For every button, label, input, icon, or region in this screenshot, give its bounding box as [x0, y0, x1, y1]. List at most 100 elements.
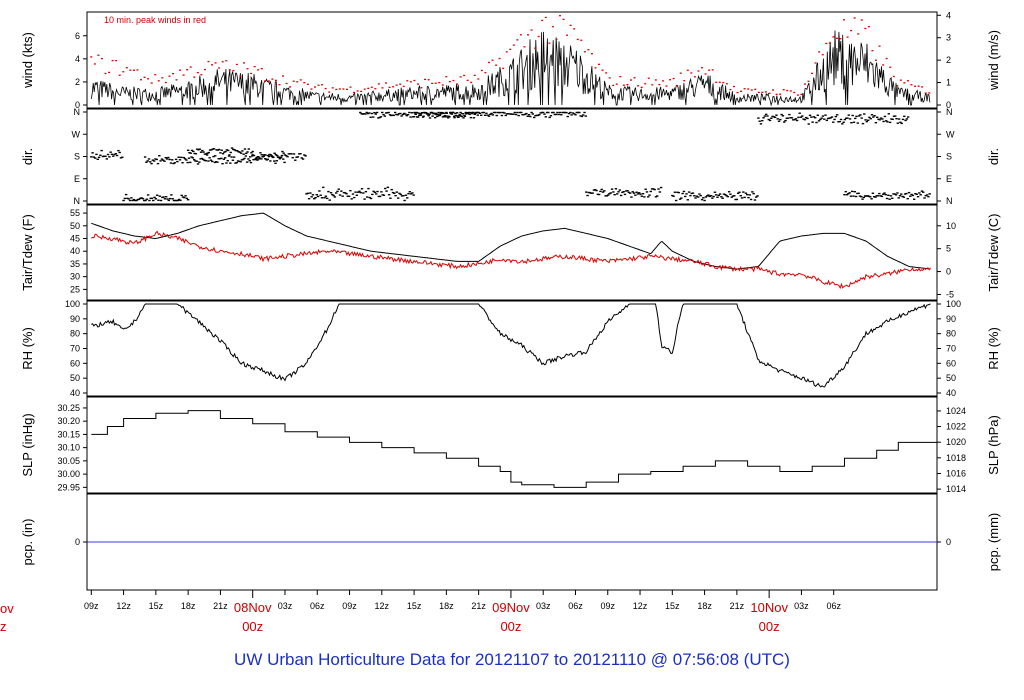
time-tick-label: 09z [342, 601, 357, 611]
temperature-ylabel-right: Tair/Tdew (C) [986, 213, 1001, 291]
temperature-panel: Tair/Tdew (F) Tair/Tdew (C)25303540455055… [20, 204, 1001, 301]
temperature-tick-left-label: 45 [70, 234, 80, 244]
wind-ylabel-left: wind (kts) [20, 32, 35, 89]
time-tick-label: 18z [181, 601, 196, 611]
slp-line [91, 410, 937, 488]
temperature-tick-left-label: 50 [70, 221, 80, 231]
wind-tick-left-label: 6 [75, 31, 80, 41]
direction-tick-right-label: N [946, 107, 953, 117]
humidity-tick-left-label: 80 [70, 329, 80, 339]
wind-tick-left-label: 0 [75, 100, 80, 110]
direction-tick-left-label: N [74, 107, 81, 117]
temperature-tick-right-label: 5 [946, 244, 951, 254]
humidity-tick-left-label: 100 [65, 299, 80, 309]
time-tick-label: 15z [665, 601, 680, 611]
temperature-tick-left-label: 35 [70, 259, 80, 269]
direction-ylabel-right: dir. [986, 148, 1001, 165]
tair-line [91, 212, 931, 270]
humidity-tick-right-label: 80 [946, 329, 956, 339]
wind-tick-right-label: 4 [946, 10, 951, 20]
wind-annotation: 10 min. peak winds in red [104, 15, 206, 25]
wind-ylabel-right: wind (m/s) [986, 30, 1001, 91]
wind-panel: wind (kts) wind (m/s) 0 2 4 6 0 1 2 3 4 10 min. pea… [20, 10, 1001, 110]
pressure-ylabel-right: SLP (hPa) [986, 415, 1001, 475]
temperature-tick-right-label: 0 [946, 267, 951, 277]
humidity-tick-left-label: 50 [70, 373, 80, 383]
time-tick-label: 09z [84, 601, 99, 611]
time-tick-label: 21z [213, 601, 228, 611]
pcp-tick-left-label: 0 [75, 537, 80, 547]
wind-tick-left-label: 4 [75, 54, 80, 64]
time-tick-label: 03z [536, 601, 551, 611]
humidity-tick-right-label: 60 [946, 358, 956, 368]
pressure-ylabel-left: SLP (inHg) [20, 413, 35, 476]
temperature-tick-left-label: 55 [70, 208, 80, 218]
wind-tick-left-label: 2 [75, 77, 80, 87]
humidity-ylabel-left: RH (%) [20, 327, 35, 370]
pressure-tick-right-label: 1018 [946, 453, 966, 463]
pressure-tick-left-label: 30.25 [57, 403, 80, 413]
day-date-label: 08Nov [234, 600, 272, 615]
figure-title: UW Urban Horticulture Data for 20121107 … [234, 650, 790, 669]
time-tick-label: 06z [310, 601, 325, 611]
pressure-tick-right-label: 1022 [946, 422, 966, 432]
direction-tick-right-label: W [946, 129, 955, 139]
day-time-label: 00z [759, 619, 780, 634]
day-time-label: 00z [242, 619, 263, 634]
time-tick-label: 18z [439, 601, 454, 611]
pressure-tick-left-label: 30.10 [57, 443, 80, 453]
tdew-line [91, 230, 931, 290]
temperature-tick-left-label: 30 [70, 272, 80, 282]
temperature-tick-left-label: 40 [70, 246, 80, 256]
direction-tick-left-label: E [74, 174, 80, 184]
edge-time-label: z [0, 619, 7, 634]
humidity-panel: RH (%) RH (%) 40 40 50 50 60 60 70 70 80 80 90 90 100 1… [20, 299, 1001, 398]
humidity-tick-left-label: 40 [70, 388, 80, 398]
time-tick-label: 06z [826, 601, 841, 611]
time-tick-label: 21z [471, 601, 486, 611]
time-tick-label: 15z [407, 601, 422, 611]
humidity-tick-left-label: 60 [70, 358, 80, 368]
time-axis: 09z 12z 15z 18z 21z 03z 06z 09z 12z 15z 18z 21z 03z 0… [84, 590, 841, 634]
humidity-ylabel-right: RH (%) [986, 327, 1001, 370]
time-tick-label: 18z [697, 601, 712, 611]
temperature-ylabel-left: Tair/Tdew (F) [20, 214, 35, 291]
pressure-tick-left-label: 30.00 [57, 469, 80, 479]
direction-tick-right-label: E [946, 174, 952, 184]
time-tick-label: 03z [794, 601, 809, 611]
wind-mean-line [90, 30, 931, 107]
pressure-tick-right-label: 1020 [946, 437, 966, 447]
humidity-tick-right-label: 40 [946, 388, 956, 398]
humidity-tick-right-label: 90 [946, 314, 956, 324]
pressure-tick-left-label: 29.95 [57, 482, 80, 492]
rh-line [91, 303, 931, 388]
time-tick-label: 15z [149, 601, 164, 611]
humidity-tick-right-label: 50 [946, 373, 956, 383]
direction-ylabel-left: dir. [20, 148, 35, 165]
wind-tick-right-label: 1 [946, 78, 951, 88]
direction-tick-right-label: N [946, 196, 953, 206]
humidity-tick-left-label: 70 [70, 344, 80, 354]
humidity-tick-right-label: 70 [946, 344, 956, 354]
temperature-frame [86, 204, 938, 301]
time-tick-label: 12z [375, 601, 390, 611]
time-tick-label: 09z [601, 601, 616, 611]
day-date-label: 10Nov [750, 600, 788, 615]
time-tick-label: 12z [116, 601, 131, 611]
direction-panel: dir. dir. N N E E S S W W N N [20, 107, 1001, 206]
humidity-tick-left-label: 90 [70, 314, 80, 324]
humidity-tick-right-label: 100 [946, 299, 961, 309]
time-tick-label: 12z [633, 601, 648, 611]
pressure-tick-left-label: 30.05 [57, 456, 80, 466]
pressure-tick-left-label: 30.20 [57, 416, 80, 426]
edge-date-label: ov [0, 601, 14, 616]
wind-tick-right-label: 2 [946, 55, 951, 65]
pressure-tick-left-label: 30.15 [57, 429, 80, 439]
precipitation-panel: pcp. (in) pcp. (mm) 0 0 [20, 493, 1001, 591]
precipitation-tick-right-label: 0 [946, 537, 951, 547]
time-tick-label: 03z [278, 601, 293, 611]
precipitation-ylabel-right: pcp. (mm) [986, 513, 1001, 572]
day-time-label: 00z [500, 619, 521, 634]
